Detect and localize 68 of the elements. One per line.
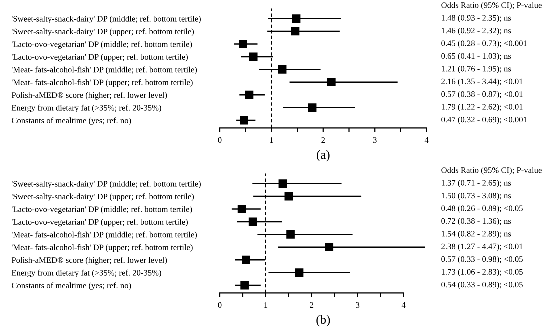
point [284,192,294,201]
y-tick-label: 'Meat- fats-alcohol-fish' DP (upper; ref. bottom tertile) [12,79,193,88]
text: 0.57 (0.33 - 0.98); <0.05 [442,256,523,264]
x-tick-label: 2 [322,137,326,143]
y-tick-label: 'Sweet-salty-snack-dairy' DP (middle; ref. bottom tertile) [12,180,201,189]
text: 1.73 (1.06 - 2.83); <0.05 [442,269,523,277]
text: 2.16 (1.35 - 3.44); <0.01 [442,78,523,86]
y-tick-label: 'Sweet-salty-snack-dairy' DP (middle; ref. bottom tertile) [12,16,201,24]
y-tick-label: Polish-aMED® score (higher; ref. lower level) [12,92,168,100]
x-tick-label: 3 [356,302,360,308]
x-tick-label: 4 [402,302,406,308]
point [328,78,336,87]
point [308,104,317,112]
point [242,256,250,264]
x-tick-label: 0 [218,137,222,144]
point [278,180,288,188]
x-tick-label: 3 [373,137,377,144]
point [286,230,295,239]
text: 1.46 (0.92 - 2.32); ns [442,28,512,36]
text: 1.37 (0.71 - 2.65); ns [442,180,512,188]
point [240,116,248,125]
y-tick-label: Constants of mealtime (yes; ref. no) [12,282,132,290]
text: Odds Ratio (95% CI); P-value [442,2,542,10]
x-axis-title: (a) [317,150,330,162]
x-axis-title: (b) [316,315,330,327]
x-tick-label: 2 [310,302,314,308]
y-tick-label: 'Meat- fats-alcohol-fish' DP (middle; ref. bottom tertile) [12,66,198,74]
text: 1.48 (0.93 - 2.35); ns [442,15,512,23]
text: 1.54 (0.82 - 2.89); ns [442,230,512,238]
text: 0.48 (0.26 - 0.89); <0.05 [442,205,523,214]
point [295,268,304,277]
text: 1.21 (0.76 - 1.95); ns [442,66,512,74]
y-tick-label: 'Lacto-ovo-vegetarian' DP (middle; ref. bottom tertile) [12,206,192,214]
point [292,14,301,23]
x-tick-label: 1 [270,137,274,143]
point [238,205,246,214]
x-tick-label: 1 [264,302,268,308]
point [278,65,287,74]
y-tick-label: 'Meat- fats-alcohol-fish' DP (middle; ref. bottom tertile) [12,232,198,240]
y-tick-label: 'Sweet-salty-snack-dairy' DP (upper; ref. bottom tetile) [12,194,194,202]
point [249,52,258,62]
y-tick-label: 'Lacto-ovo-vegetarian' DP (upper; ref. bottom tertile) [12,219,188,227]
point [248,218,258,226]
text: Odds Ratio (95% CI); P-value [442,167,542,175]
text: 0.65 (0.41 - 1.03); ns [442,53,512,61]
y-tick-label: 'Meat- fats-alcohol-fish' DP (upper; ref. bottom tertile) [12,244,193,252]
x-tick-label: 4 [424,137,429,143]
y-tick-label: Energy from dietary fat (>35%; ref. 20-35%) [12,104,162,113]
text: 0.72 (0.38 - 1.36); ns [442,218,512,226]
y-tick-label: Energy from dietary fat (>35%; ref. 20-35%) [12,270,162,278]
text: 1.50 (0.73 - 3.08); ns [442,192,512,200]
text: 0.47 (0.32 - 0.69); <0.001 [442,116,527,124]
text: 0.45 (0.28 - 0.73); <0.001 [442,40,527,48]
y-tick-label: Constants of mealtime (yes; ref. no) [12,118,132,126]
text: 0.54 (0.33 - 0.89); <0.05 [442,282,523,290]
y-tick-label: 'Lacto-ovo-vegetarian' DP (middle; ref. bottom tertile) [12,41,192,49]
point [291,27,300,36]
point [325,243,334,252]
text: 1.79 (1.22 - 2.62); <0.01 [442,104,523,112]
y-tick-label: 'Lacto-ovo-vegetarian' DP (upper; ref. bottom tertile) [12,54,188,62]
text: 0.57 (0.38 - 0.87); <0.01 [442,91,523,99]
y-tick-label: 'Sweet-salty-snack-dairy' DP (upper; ref. bottom tetile) [12,28,194,36]
point [239,40,248,48]
y-tick-label: Polish-aMED® score (higher; ref. lower level) [12,257,168,265]
text: 2.38 (1.27 - 4.47); <0.01 [442,244,523,252]
point [245,90,254,100]
point [240,281,249,290]
x-tick-label: 0 [218,302,222,308]
